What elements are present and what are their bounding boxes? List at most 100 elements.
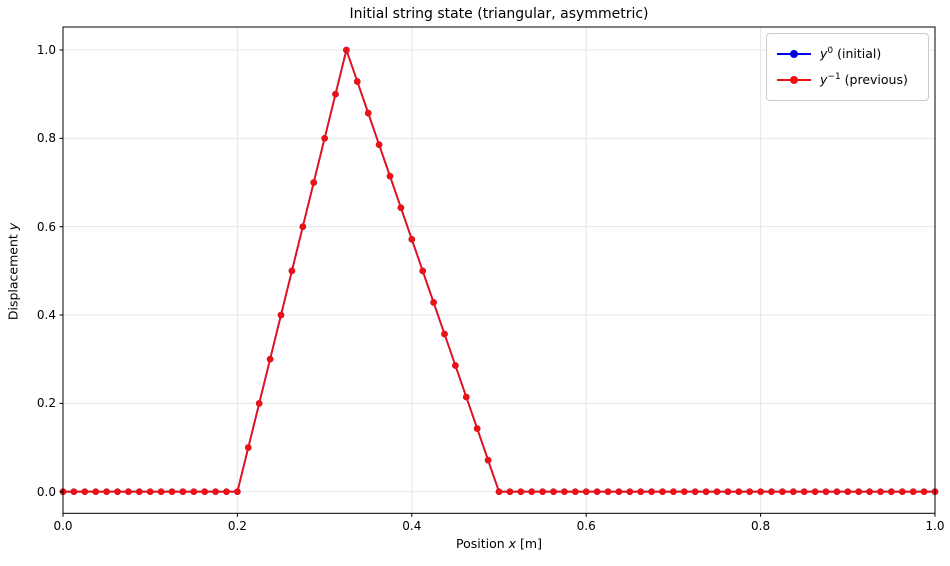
data-point [364,109,372,117]
data-point [855,488,862,496]
data-point [757,488,764,496]
data-point [779,488,786,496]
data-point [299,223,307,230]
red-dot-icon [790,76,798,84]
data-point [463,393,470,401]
data-point [833,488,841,496]
data-point [626,488,634,496]
data-point [70,488,78,496]
blue-dot-icon [790,50,798,58]
legend-entry-previous: y−1 (previous) [777,67,918,93]
data-point [354,78,361,85]
data-point [735,488,743,496]
data-point [190,488,198,496]
y-tick-label: 1.0 [36,43,56,57]
data-point [92,488,99,496]
data-point [103,488,110,496]
x-tick-label: 0.8 [751,519,771,533]
data-point [179,488,187,496]
data-point [266,355,274,363]
data-point [517,488,525,496]
legend-entry-initial: y0 (initial) [777,41,918,67]
data-point [844,488,852,496]
data-point [386,172,394,180]
data-point [615,488,623,496]
data-point [888,488,895,496]
data-point [81,488,89,496]
series-line-1 [63,49,935,493]
data-point [255,400,263,407]
data-point [212,488,219,496]
data-point [724,488,732,496]
data-point [332,90,339,98]
y-tick-label: 0.8 [36,131,56,146]
data-point [877,488,884,496]
legend-swatch-blue [777,49,811,59]
data-point [452,362,459,369]
data-point [670,488,677,496]
data-point [800,488,808,496]
y-axis-label: Displacement y [5,222,21,321]
legend-label-previous: y−1 (previous) [820,72,908,88]
data-point [909,488,917,496]
data-point [288,267,296,275]
data-point [746,488,753,496]
data-point [343,46,350,54]
data-point [528,488,535,496]
data-point [506,488,514,496]
data-point [561,488,568,496]
data-point [201,488,208,496]
y-tick-label: 0.0 [36,484,56,499]
data-point [648,488,655,496]
data-point [822,488,830,496]
legend: y0 (initial) y−1 (previous) [766,33,929,101]
data-point [245,444,252,451]
data-point [408,236,416,243]
data-point [223,488,230,496]
data-point [702,488,710,496]
data-point [593,488,601,496]
data-point [157,488,165,496]
data-point [768,488,775,496]
data-point [681,488,688,496]
data-point [637,488,644,496]
y-tick-label: 0.2 [36,396,56,411]
x-tick-label: 0.6 [576,519,596,533]
y-tick-label: 0.6 [36,219,56,234]
data-point [811,488,819,496]
data-point [572,488,579,496]
data-point [441,330,448,338]
y-tick-label: 0.4 [36,308,56,323]
legend-swatch-red [777,75,811,85]
series-line-0 [63,49,935,493]
data-point [484,456,492,464]
data-point [114,488,121,496]
data-point [234,488,241,496]
data-point [604,488,612,496]
data-point [713,488,721,496]
legend-label-initial: y0 (initial) [820,46,882,62]
x-tick-label: 0.4 [402,519,422,533]
data-point [375,141,383,148]
chart-title: Initial string state (triangular, asymme… [349,6,649,22]
data-point [691,488,699,496]
x-axis-label: Position x [m] [456,536,542,551]
data-point [866,488,873,496]
x-tick-label: 1.0 [925,519,945,533]
data-point [321,135,328,142]
data-point [419,267,427,275]
data-point [168,488,176,496]
data-point [277,311,285,319]
data-point [550,488,557,496]
data-point [397,204,405,211]
data-point [659,488,666,496]
data-point [146,488,154,496]
data-point [495,488,503,496]
data-point [125,488,132,496]
data-point [136,488,143,496]
data-point [539,488,546,496]
data-point [473,425,481,432]
data-point [790,488,797,496]
